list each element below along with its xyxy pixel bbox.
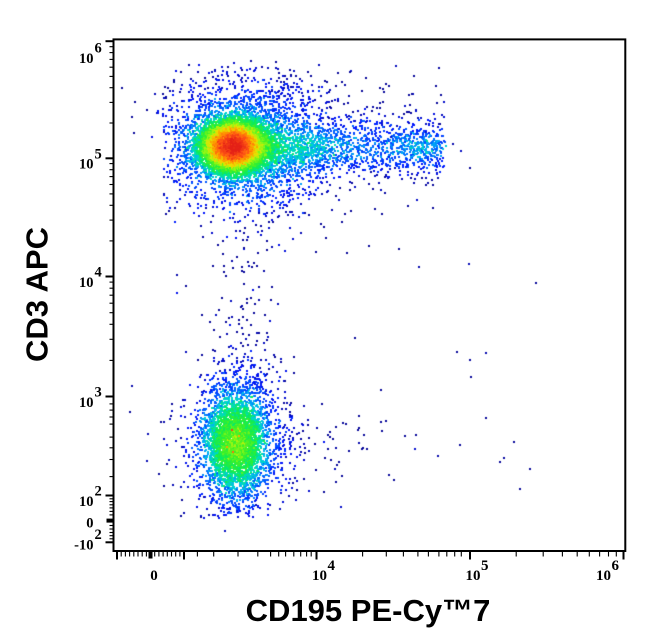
svg-text:10: 10	[79, 494, 94, 510]
svg-text:CD195 PE-Cy™7: CD195 PE-Cy™7	[246, 593, 491, 628]
svg-text:4: 4	[328, 558, 336, 574]
svg-text:10: 10	[312, 568, 327, 584]
svg-text:10: 10	[79, 157, 94, 173]
svg-text:6: 6	[612, 558, 620, 574]
svg-text:5: 5	[95, 146, 102, 162]
svg-text:2: 2	[95, 484, 102, 500]
svg-text:2: 2	[95, 527, 102, 543]
svg-text:3: 3	[95, 385, 102, 401]
svg-text:0: 0	[86, 516, 93, 532]
svg-text:4: 4	[95, 265, 102, 281]
svg-text:10: 10	[79, 395, 94, 411]
svg-text:10: 10	[466, 568, 481, 584]
svg-text:10: 10	[596, 568, 611, 584]
svg-text:5: 5	[481, 558, 489, 574]
svg-text:10: 10	[79, 275, 94, 291]
svg-text:-10: -10	[74, 538, 93, 554]
svg-text:CD3 APC: CD3 APC	[20, 227, 55, 362]
svg-text:0: 0	[150, 568, 158, 584]
svg-text:10: 10	[79, 51, 94, 67]
svg-text:6: 6	[95, 41, 102, 57]
